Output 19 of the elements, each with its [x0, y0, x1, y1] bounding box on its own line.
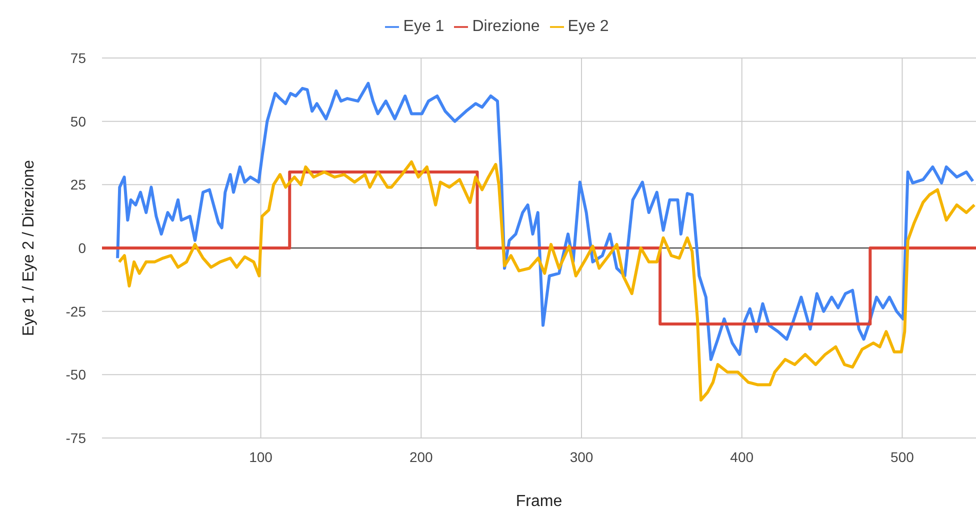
- x-tick-label: 300: [570, 448, 594, 465]
- y-tick-label: -50: [66, 366, 86, 383]
- y-tick-label: 75: [70, 50, 86, 66]
- y-tick-label: 0: [78, 240, 86, 256]
- x-tick-label: 100: [249, 448, 273, 465]
- x-axis-title: Frame: [516, 493, 562, 510]
- y-axis-title: Eye 1 / Eye 2 / Direzione: [20, 160, 38, 336]
- line-series: [118, 160, 976, 402]
- line-series: [116, 82, 974, 361]
- x-tick-label: 500: [890, 448, 914, 465]
- legend-label: Direzione: [472, 18, 540, 35]
- y-tick-label: -25: [66, 303, 86, 320]
- y-tick-label: -75: [66, 430, 86, 446]
- legend-label: Eye 2: [568, 18, 609, 35]
- x-tick-label: 400: [730, 448, 754, 465]
- y-tick-label: 25: [70, 176, 86, 193]
- x-tick-label: 200: [409, 448, 434, 465]
- legend-label: Eye 1: [403, 18, 444, 35]
- y-tick-label: 50: [70, 113, 86, 130]
